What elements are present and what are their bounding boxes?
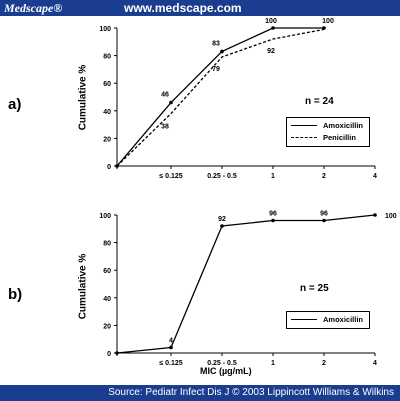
data-label: 38: [161, 124, 169, 131]
y-tick-label: 40: [103, 296, 111, 303]
legend-swatch-solid: [291, 125, 317, 126]
data-point: [220, 49, 224, 54]
medscape-logo: Medscape®: [4, 1, 63, 15]
panel-b-xlabel: MIC (µg/mL): [200, 366, 252, 376]
y-tick-label: 100: [99, 26, 111, 33]
data-point: [115, 164, 119, 168]
legend-label: Penicillin: [323, 133, 356, 142]
legend-swatch-solid: [291, 319, 317, 320]
x-tick-label: 0.25 - 0.5: [207, 173, 237, 180]
panel-a-legend: Amoxicillin Penicillin: [286, 117, 370, 147]
data-label: 46: [161, 92, 169, 99]
data-point: [169, 345, 173, 350]
x-tick-label: ≤ 0.125: [159, 173, 182, 180]
y-tick-label: 100: [99, 213, 111, 220]
data-point: [115, 351, 119, 355]
data-label: 92: [218, 216, 226, 223]
data-label: 100: [265, 18, 277, 25]
legend-label: Amoxicillin: [323, 121, 364, 130]
x-tick-label: 4: [373, 173, 377, 180]
legend-item-penicillin: Penicillin: [287, 132, 369, 144]
y-tick-label: 60: [103, 81, 111, 88]
top-banner: Medscape® www.medscape.com: [0, 0, 400, 16]
data-label: 4: [169, 337, 173, 344]
data-label: 100: [385, 213, 397, 220]
series-line-amoxicillin: [116, 214, 376, 354]
x-tick-label: 1: [271, 173, 275, 180]
data-point: [322, 218, 326, 223]
y-tick-label: 60: [103, 268, 111, 275]
panel-b-label: b): [8, 286, 23, 303]
panel-b-ylabel: Cumulative %: [77, 253, 89, 320]
panel-a-label: a): [8, 96, 22, 113]
bottom-banner: Source: Pediatr Infect Dis J © 2003 Lipp…: [0, 385, 400, 401]
legend-label: Amoxicillin: [323, 315, 364, 324]
panel-b-legend: Amoxicillin: [286, 311, 370, 329]
legend-item-amoxicillin: Amoxicillin: [287, 120, 369, 132]
data-label: 83: [212, 40, 220, 47]
data-label: 96: [320, 211, 328, 218]
y-tick-label: 80: [103, 54, 111, 61]
data-point: [271, 26, 275, 30]
data-point: [220, 224, 224, 228]
data-label: 100: [322, 18, 334, 25]
y-tick-label: 20: [103, 136, 111, 143]
data-point: [169, 100, 173, 105]
y-tick-label: 0: [107, 351, 111, 358]
site-url[interactable]: www.medscape.com: [124, 1, 242, 15]
source-credit: Source: Pediatr Infect Dis J © 2003 Lipp…: [108, 387, 394, 398]
x-tick-label: ≤ 0.125: [159, 360, 182, 367]
legend-swatch-dashed: [291, 137, 317, 138]
y-tick-label: 80: [103, 241, 111, 248]
x-tick-label: 2: [322, 360, 326, 367]
data-point: [322, 26, 326, 30]
legend-item-amoxicillin: Amoxicillin: [287, 314, 369, 326]
y-tick-label: 20: [103, 323, 111, 330]
x-tick-label: 1: [271, 360, 275, 367]
data-label: 96: [269, 211, 277, 218]
x-tick-label: 2: [322, 173, 326, 180]
data-point: [271, 218, 275, 223]
data-label: 79: [212, 66, 220, 73]
panel-b-n-label: n = 25: [300, 283, 329, 294]
x-tick-label: 4: [373, 360, 377, 367]
panel-a-ylabel: Cumulative %: [77, 64, 89, 131]
panel-a-n-label: n = 24: [305, 96, 334, 107]
y-tick-label: 0: [107, 164, 111, 171]
y-tick-label: 40: [103, 109, 111, 116]
data-label: 92: [267, 48, 275, 55]
data-point: [373, 213, 377, 217]
